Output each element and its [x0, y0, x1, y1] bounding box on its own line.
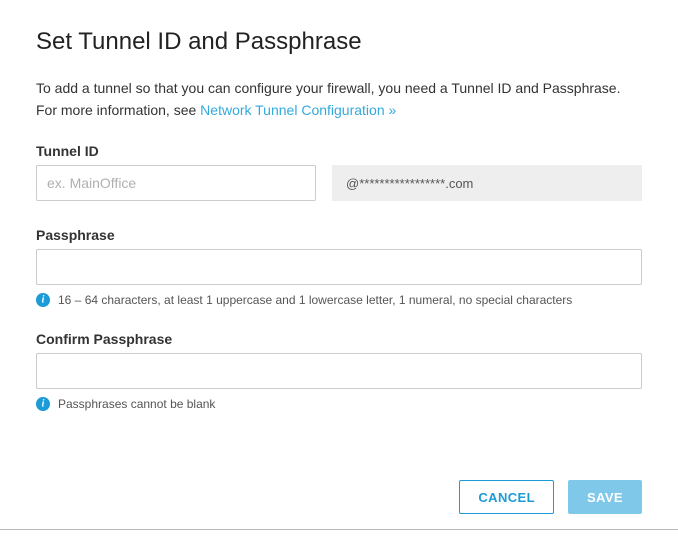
button-row: CANCEL SAVE — [36, 480, 642, 514]
confirm-passphrase-hint: Passphrases cannot be blank — [36, 397, 642, 411]
dialog-footer: CANCEL SAVE — [0, 462, 678, 514]
intro-text: To add a tunnel so that you can configur… — [36, 78, 642, 121]
tunnel-id-input[interactable] — [36, 165, 316, 201]
tunnel-id-row: @*****************.com — [36, 165, 642, 201]
cancel-button[interactable]: CANCEL — [459, 480, 554, 514]
network-tunnel-config-link[interactable]: Network Tunnel Configuration » — [200, 102, 396, 118]
divider — [0, 529, 678, 530]
confirm-passphrase-label: Confirm Passphrase — [36, 331, 642, 347]
passphrase-input[interactable] — [36, 249, 642, 285]
passphrase-hint-text: 16 – 64 characters, at least 1 uppercase… — [58, 293, 572, 307]
tunnel-id-label: Tunnel ID — [36, 143, 642, 159]
page-title: Set Tunnel ID and Passphrase — [36, 28, 642, 56]
tunnel-id-group: Tunnel ID @*****************.com — [36, 143, 642, 201]
passphrase-group: Passphrase 16 – 64 characters, at least … — [36, 227, 642, 307]
passphrase-label: Passphrase — [36, 227, 642, 243]
info-icon — [36, 293, 50, 307]
confirm-passphrase-input[interactable] — [36, 353, 642, 389]
dialog-set-tunnel: Set Tunnel ID and Passphrase To add a tu… — [0, 0, 678, 538]
confirm-passphrase-hint-text: Passphrases cannot be blank — [58, 397, 215, 411]
save-button[interactable]: SAVE — [568, 480, 642, 514]
passphrase-hint: 16 – 64 characters, at least 1 uppercase… — [36, 293, 642, 307]
confirm-passphrase-group: Confirm Passphrase Passphrases cannot be… — [36, 331, 642, 411]
tunnel-domain-suffix: @*****************.com — [332, 165, 642, 201]
info-icon — [36, 397, 50, 411]
